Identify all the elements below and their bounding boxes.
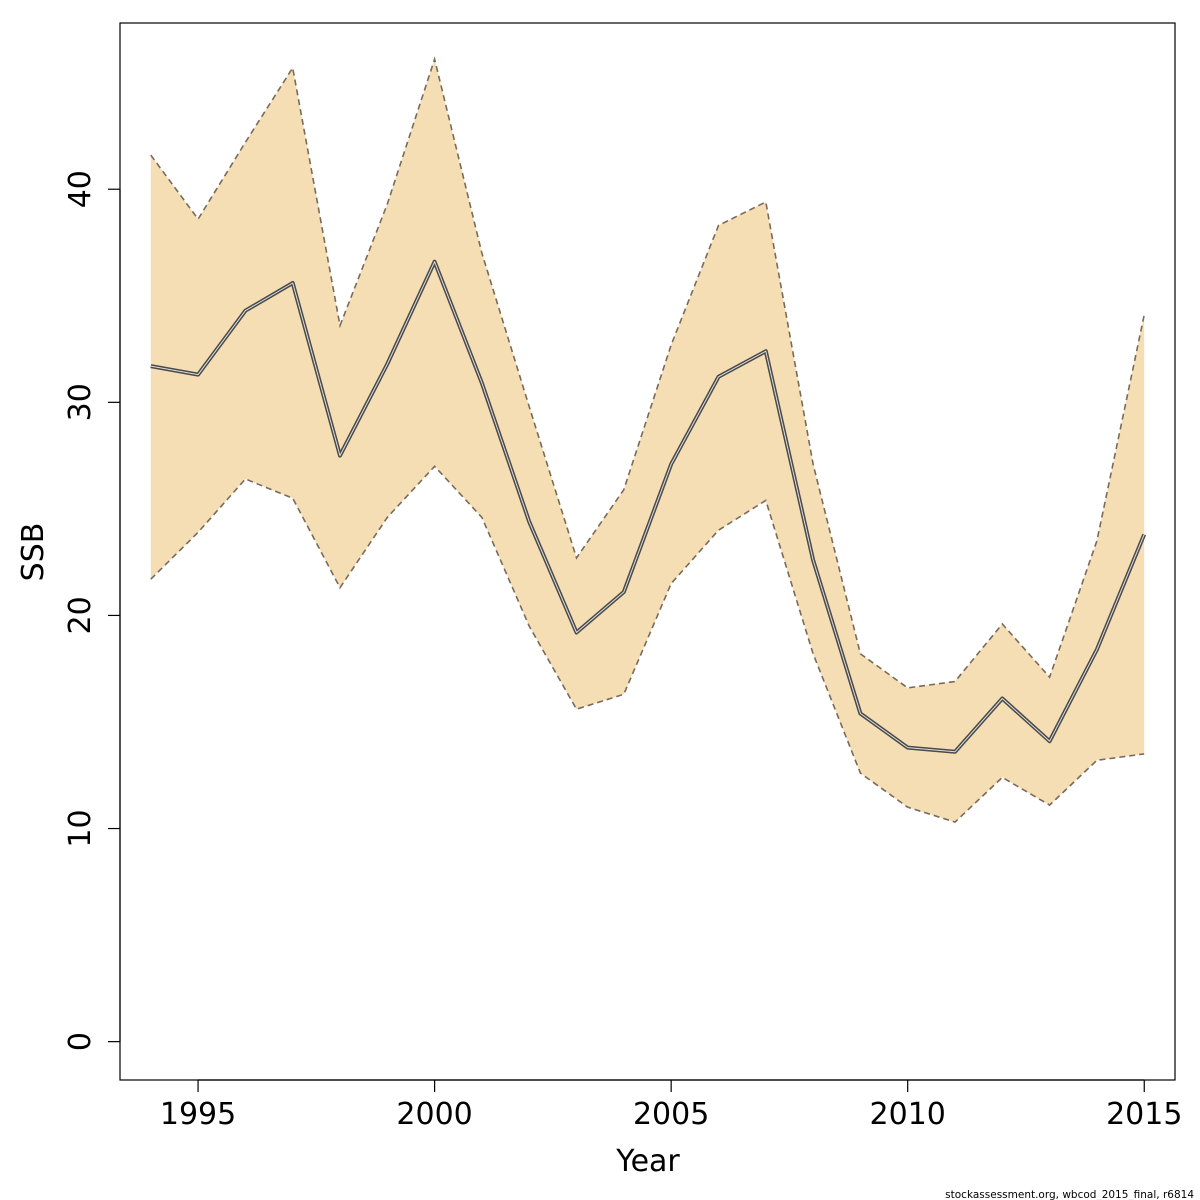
y-tick-label-20: 20	[63, 596, 98, 634]
x-tick-label-2000: 2000	[396, 1097, 472, 1132]
y-axis-title: SSB	[16, 523, 51, 582]
footer-source-text: stockassessment.org, wbcod_2015_final, r…	[945, 1189, 1194, 1200]
x-axis: 1995 2000 2005 2010 2015	[160, 1079, 1182, 1132]
estimate-line-highlight	[150, 261, 1145, 753]
x-tick-label-1995: 1995	[160, 1097, 236, 1132]
x-tick-label-2015: 2015	[1106, 1097, 1182, 1132]
x-tick-label-2005: 2005	[633, 1097, 709, 1132]
x-axis-title: Year	[615, 1144, 680, 1179]
y-tick-label-40: 40	[63, 170, 98, 208]
y-tick-label-0: 0	[63, 1032, 98, 1051]
lower-bound-line	[150, 465, 1145, 824]
confidence-band	[150, 59, 1145, 823]
y-tick-label-30: 30	[63, 383, 98, 421]
y-axis: 0 10 20 30 40	[63, 170, 121, 1051]
x-tick-label-2010: 2010	[870, 1097, 946, 1132]
y-tick-label-10: 10	[63, 809, 98, 847]
upper-bound-line	[150, 56, 1145, 689]
